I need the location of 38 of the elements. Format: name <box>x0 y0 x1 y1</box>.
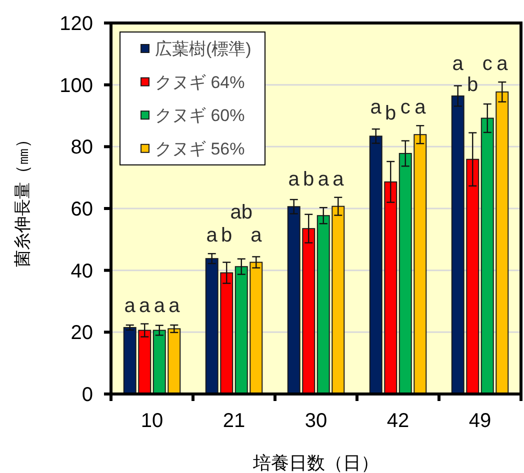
data-label: a <box>332 168 345 190</box>
x-tick-label: 42 <box>386 410 410 432</box>
data-label: a <box>124 294 136 317</box>
data-label: c <box>482 53 492 76</box>
data-label: a <box>452 53 464 76</box>
data-label: a <box>168 294 181 317</box>
x-tick-label: 10 <box>140 410 164 432</box>
y-tick-label: 20 <box>70 322 93 344</box>
y-tick-label: 80 <box>70 136 93 159</box>
legend-label: クヌギ 56% <box>155 139 245 158</box>
y-tick-label: 40 <box>70 260 93 282</box>
data-label: a <box>496 53 509 76</box>
data-label: b <box>221 224 232 247</box>
data-label: a <box>154 294 166 317</box>
data-label: a <box>206 224 218 247</box>
legend-label: 広葉樹(標準) <box>155 40 252 58</box>
x-tick-label: 49 <box>468 410 492 432</box>
data-label: b <box>303 168 314 190</box>
data-label: a <box>288 168 300 190</box>
data-label: a <box>139 294 152 317</box>
y-tick-label: 100 <box>60 74 93 97</box>
x-axis-title: 培養日数（日） <box>252 453 379 473</box>
x-tick-label: 30 <box>304 410 328 432</box>
data-label: b <box>467 74 478 96</box>
data-label: a <box>318 168 330 190</box>
data-label: b <box>385 102 396 125</box>
x-tick-label: 21 <box>222 410 246 432</box>
y-tick-label: 0 <box>82 384 93 406</box>
data-label: a <box>414 96 427 119</box>
y-axis-title: 菌糸伸長量（㎜） <box>13 131 32 268</box>
legend-label: クヌギ 60% <box>155 106 245 126</box>
data-label: a <box>370 96 382 119</box>
data-label: c <box>400 96 410 119</box>
y-tick-label: 120 <box>60 13 93 35</box>
data-label: ab <box>230 202 253 224</box>
legend-label: クヌギ 64% <box>155 72 245 92</box>
y-tick-label: 60 <box>70 198 93 220</box>
data-label: a <box>250 224 263 247</box>
